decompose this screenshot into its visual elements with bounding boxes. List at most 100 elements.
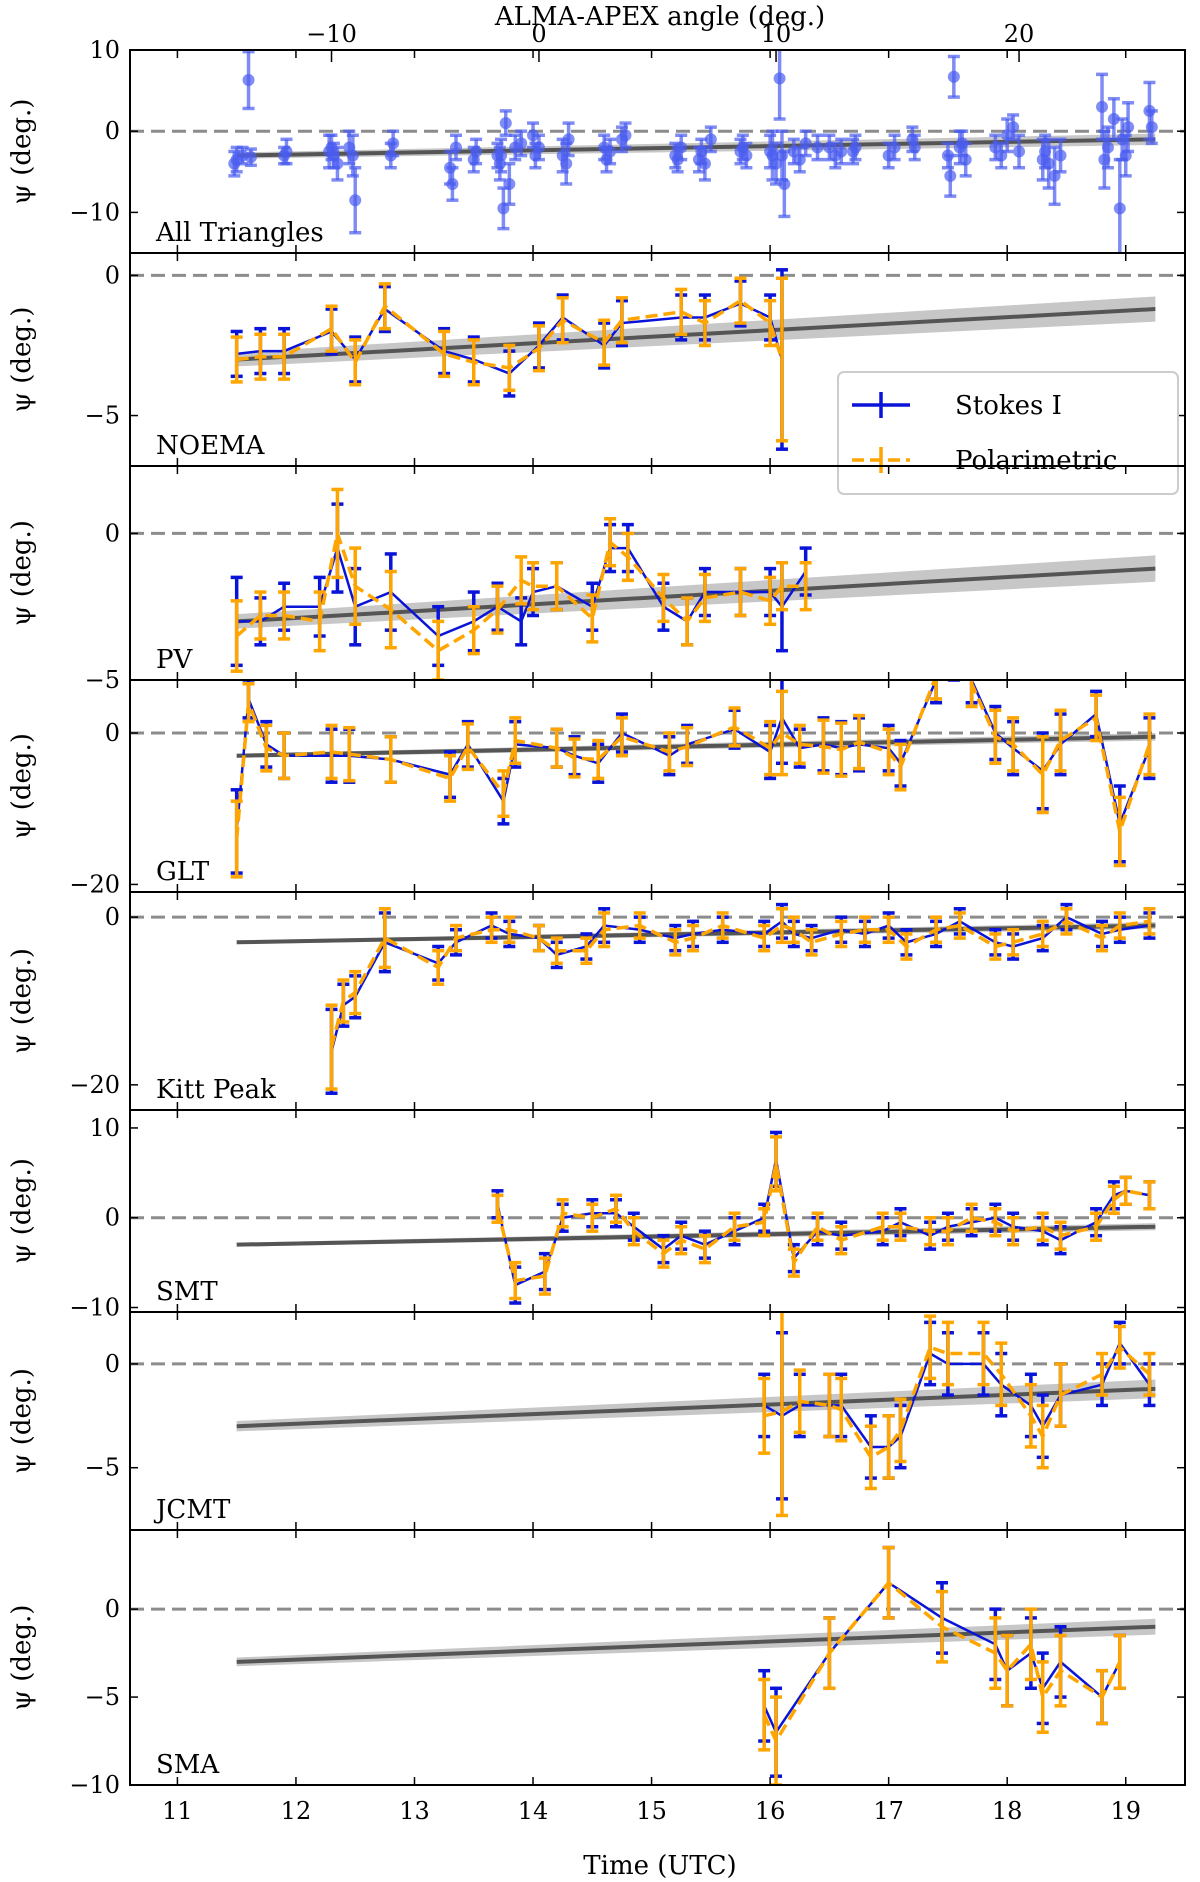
panel-frame [129,1529,1186,1786]
plot-area [130,1545,1185,1785]
all-triangles-point [323,145,336,158]
x-tick-label: 16 [755,1797,786,1825]
all-triangles-point [799,137,812,150]
top-tick-label: 0 [531,20,546,48]
y-axis-label: ψ (deg.) [7,520,37,626]
all-triangles-point [244,151,257,164]
polarimetric-line [763,1344,1151,1460]
all-triangles-point [1122,121,1135,134]
panel-label: PV [156,645,193,675]
y-axis-label: ψ (deg.) [7,1605,37,1711]
all-triangles-point [384,149,397,162]
x-tick-label: 13 [399,1797,430,1825]
all-triangles-point [944,169,957,182]
y-tick-label: 0 [105,1595,120,1623]
stokes-i-line [496,1159,1150,1287]
fit-line [236,566,1156,624]
panel-jcmt: 0 −5 ψ (deg.) JCMT [7,1311,1186,1531]
all-triangles-point [959,153,972,166]
polarimetric-line [329,919,1150,1048]
legend: Stokes I Polarimetric [837,371,1179,495]
top-tick-label: 20 [1004,20,1035,48]
y-tick-label: 0 [105,261,120,289]
all-triangles-point [499,117,512,130]
y-axis-label: ψ (deg.) [7,948,37,1054]
all-triangles-point [849,141,862,154]
all-triangles-point [775,149,788,162]
all-triangles-point [778,177,791,190]
all-triangles-point [604,145,617,158]
all-triangles-point [280,145,293,158]
all-triangles-point [449,141,462,154]
all-triangles-point [1039,145,1052,158]
panel-label: Kitt Peak [156,1075,276,1105]
stokes-i-line [235,680,1151,832]
all-triangles-point [228,157,241,170]
all-triangles-point [698,157,711,170]
all-triangles-point [773,72,786,85]
top-axis-label: ALMA-APEX angle (deg.) [494,2,825,32]
y-axis-label: ψ (deg.) [7,99,37,205]
all-triangles-point [331,157,344,170]
all-triangles-point [346,149,359,162]
y-tick-label: 0 [105,719,120,747]
fit-line [236,1224,1156,1247]
y-axis-label: ψ (deg.) [7,733,37,839]
y-tick-label: −20 [69,870,120,898]
panel-sma: 0 −5 −10 ψ (deg.) SMA 11 12 13 14 15 16 17 18 19 [7,1529,1186,1825]
all-triangles-point [1101,141,1114,154]
panel-noema: 0 −5 ψ (deg.) NOEMA Stokes I Polarimetric [7,252,1186,495]
y-tick-label: −5 [85,666,120,694]
panel-frame [129,1109,1186,1313]
polarimetric-line [234,680,1152,840]
all-triangles-point [888,141,901,154]
y-tick-label: −5 [85,402,120,430]
all-triangles-point [1119,149,1132,162]
top-tick-label: −10 [306,20,357,48]
y-tick-label: 0 [105,519,120,547]
y-tick-label: −10 [69,1294,120,1322]
all-triangles-point [835,145,848,158]
polarimetric-line [495,1163,1150,1283]
fit-line [236,1624,1156,1664]
y-tick-label: −20 [69,1071,120,1099]
all-triangles-point [675,141,688,154]
y-tick-label: 0 [105,117,120,145]
all-triangles-point [1113,202,1126,215]
all-triangles-point [811,141,824,154]
fit-line [236,307,1156,362]
fit-band [236,555,1156,629]
all-triangles-point [671,153,684,166]
y-tick-label: −10 [69,198,120,226]
all-triangles-point [491,149,504,162]
panel-smt: 10 0 −10 ψ (deg.) SMT [7,1109,1186,1322]
x-tick-label: 18 [992,1797,1023,1825]
all-triangles-point [515,137,528,150]
panels: 10 0 −10 ψ (deg.) All Triangles −10 0 10 20 0 −5 ψ … [7,20,1186,1825]
all-triangles-point [444,161,457,174]
panel-kitt-peak: −20 0 ψ (deg.) Kitt Peak [7,891,1186,1111]
all-triangles-point [740,149,753,162]
all-triangles-point [560,157,573,170]
all-triangles-point [1107,113,1120,126]
panel-glt: −20 0 ψ (deg.) GLT [7,679,1186,898]
y-tick-label: −5 [85,1454,120,1482]
all-triangles-point [562,133,575,146]
fit-band [236,1379,1156,1432]
all-triangles-point [1145,121,1158,134]
y-tick-label: 10 [89,1114,120,1142]
polarimetric-line [235,526,806,653]
y-tick-label: 10 [89,36,120,64]
panel-label: NOEMA [156,431,266,461]
all-triangles-point [470,145,483,158]
all-triangles-point [956,137,969,150]
plot-area [130,1312,1185,1518]
all-triangles-point [1054,149,1067,162]
all-triangles-point [1096,100,1109,113]
all-triangles-point [532,141,545,154]
all-triangles-point [387,137,400,150]
plot-area [130,680,1185,879]
y-tick-label: −5 [85,1683,120,1711]
all-triangles-point [947,70,960,83]
all-triangles-point [995,149,1008,162]
